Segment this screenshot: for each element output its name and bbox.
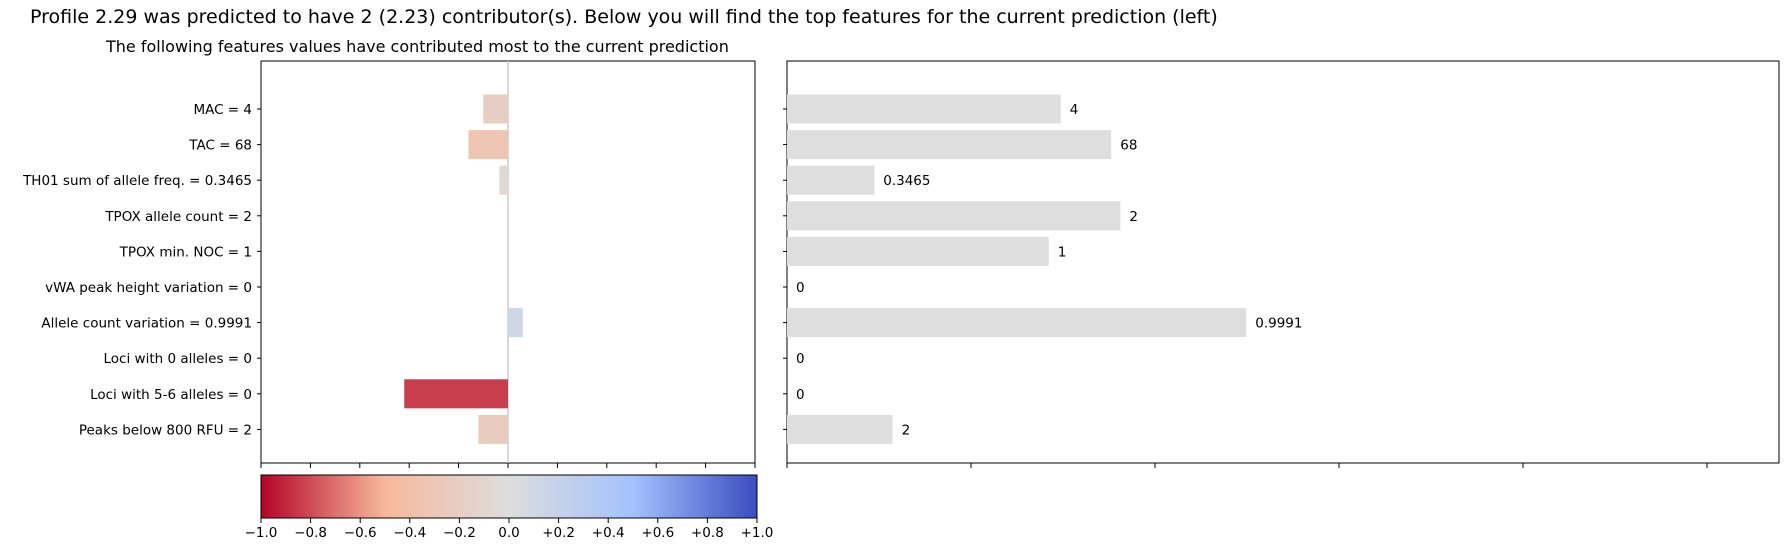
- value-label: 0.3465: [883, 173, 930, 189]
- feature-label: TPOX allele count = 2: [104, 209, 252, 225]
- contribution-bar: [499, 165, 508, 195]
- value-label: 0: [796, 387, 805, 403]
- colorbar-tick-label: +0.2: [542, 525, 575, 541]
- value-bar: [787, 130, 1112, 160]
- value-bar: [787, 414, 893, 444]
- value-bar: [787, 201, 1121, 231]
- value-label: 2: [1129, 209, 1138, 225]
- contribution-bar: [483, 94, 508, 124]
- prediction-text: Profile 2.29 was predicted to have 2 (2.…: [30, 6, 579, 28]
- contribution-colorbar: −1.0 −0.8 −0.6 −0.4 −0.2 0.0 +0.2 +0.4 +0.6 +0.8 +…: [245, 474, 774, 541]
- colorbar-gradient: [260, 474, 758, 519]
- colorbar-tick-label: +1.0: [741, 525, 774, 541]
- value-label: 0: [796, 351, 805, 367]
- contribution-bar: [508, 308, 523, 338]
- colorbar-tick-label: −0.2: [443, 525, 476, 541]
- left-panel-title: The following features values have contr…: [106, 37, 729, 56]
- top-features-text: Below you will find the top features for…: [584, 6, 1218, 28]
- feature-label: Peaks below 800 RFU = 2: [79, 422, 252, 438]
- value-bar: [787, 165, 875, 195]
- value-bar: [787, 94, 1061, 124]
- value-label: 1: [1058, 244, 1067, 260]
- colorbar-tick-label: −0.6: [344, 525, 377, 541]
- value-label: 2: [902, 422, 911, 438]
- colorbar-tick-label: +0.4: [592, 525, 625, 541]
- colorbar-tick-label: −0.8: [294, 525, 327, 541]
- value-label: 0: [796, 280, 805, 296]
- contribution-chart: MAC = 4 TAC = 68 TH01 sum of allele freq. …: [22, 60, 756, 468]
- feature-label: Loci with 0 alleles = 0: [104, 351, 252, 367]
- feature-label: TAC = 68: [188, 138, 252, 154]
- feature-label: vWA peak height variation = 0: [45, 280, 252, 296]
- colorbar-tick-label: −0.4: [393, 525, 426, 541]
- contribution-bar: [478, 414, 508, 444]
- value-bar: [787, 236, 1049, 266]
- value-label: 0.9991: [1255, 316, 1302, 332]
- colorbar-tick-label: +0.8: [691, 525, 724, 541]
- colorbar-tick-label: 0.0: [498, 525, 519, 541]
- contribution-bar: [404, 379, 508, 409]
- feature-label: TPOX min. NOC = 1: [119, 244, 252, 260]
- value-label: 68: [1120, 138, 1137, 154]
- feature-label: MAC = 4: [193, 102, 252, 118]
- feature-label: TH01 sum of allele freq. = 0.3465: [22, 173, 252, 189]
- colorbar-tick-label: +0.6: [641, 525, 674, 541]
- value-bar: [787, 308, 1247, 338]
- prediction-headline: Profile 2.29 was predicted to have 2 (2.…: [30, 6, 1218, 28]
- colorbar-tick-label: −1.0: [245, 525, 278, 541]
- feature-label: Allele count variation = 0.9991: [41, 316, 252, 332]
- feature-label: Loci with 5-6 alleles = 0: [90, 387, 252, 403]
- feature-value-chart: 4 68 0.3465 2 1 0 0.9991 0 0 2: [783, 60, 1780, 468]
- value-label: 4: [1070, 102, 1079, 118]
- contribution-bar: [468, 130, 508, 160]
